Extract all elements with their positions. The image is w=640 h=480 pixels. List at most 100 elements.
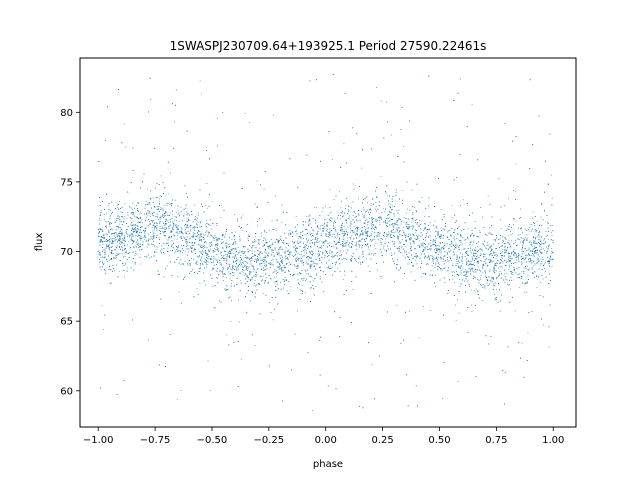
data-point — [449, 256, 451, 258]
data-point — [158, 200, 160, 202]
data-point — [188, 247, 190, 249]
data-point — [332, 224, 334, 226]
data-point — [242, 262, 244, 264]
data-point — [280, 260, 282, 262]
data-point — [482, 300, 484, 302]
data-point — [203, 244, 205, 246]
data-point — [530, 250, 532, 252]
data-point — [179, 214, 181, 216]
data-point — [496, 270, 497, 272]
data-point — [195, 218, 197, 220]
data-point — [321, 210, 323, 212]
data-point — [180, 206, 182, 208]
data-point — [371, 363, 373, 365]
data-point — [459, 286, 461, 287]
data-point — [271, 242, 273, 244]
data-point — [197, 214, 199, 216]
data-point — [153, 229, 155, 231]
data-point — [162, 227, 164, 229]
data-point — [182, 252, 183, 254]
data-point — [340, 207, 342, 209]
data-point — [258, 240, 260, 242]
data-point — [176, 247, 178, 249]
data-point — [216, 224, 217, 226]
data-point — [320, 225, 321, 227]
data-point — [518, 227, 519, 229]
data-point — [501, 241, 503, 243]
data-point — [199, 244, 201, 246]
data-point — [240, 265, 242, 267]
data-point — [162, 231, 164, 233]
data-point — [343, 250, 344, 252]
data-point — [280, 248, 282, 250]
data-point — [211, 255, 213, 257]
data-point — [384, 220, 386, 222]
data-point — [329, 242, 331, 244]
data-point — [358, 198, 360, 200]
data-point — [214, 248, 216, 249]
data-point — [100, 254, 101, 256]
data-point — [480, 278, 482, 280]
data-point — [519, 234, 521, 236]
data-point — [259, 254, 261, 256]
data-point — [362, 213, 364, 215]
data-point — [224, 250, 226, 252]
data-point — [99, 261, 101, 263]
data-point — [531, 224, 533, 226]
data-point — [112, 232, 114, 234]
data-point — [421, 260, 422, 262]
data-point — [359, 228, 361, 230]
data-point — [376, 269, 378, 271]
data-point — [527, 332, 529, 334]
data-point — [479, 230, 481, 232]
data-point — [251, 278, 253, 280]
data-point — [459, 78, 461, 80]
data-point — [121, 253, 123, 255]
data-point — [480, 274, 482, 276]
data-point — [375, 243, 377, 245]
data-point — [534, 225, 536, 226]
data-point — [199, 220, 201, 222]
data-point — [391, 252, 393, 254]
data-point — [174, 216, 176, 217]
data-point — [477, 255, 479, 257]
data-point — [134, 245, 136, 247]
data-point — [380, 100, 382, 102]
data-point — [128, 241, 130, 243]
data-point — [268, 229, 270, 231]
data-point — [343, 244, 344, 246]
data-point — [405, 234, 407, 236]
data-point — [500, 265, 502, 267]
data-point — [272, 255, 274, 257]
data-point — [173, 225, 175, 227]
data-point — [461, 263, 463, 265]
data-point — [99, 262, 101, 264]
data-point — [270, 244, 272, 246]
data-point — [355, 232, 357, 234]
data-point — [476, 268, 478, 270]
data-point — [278, 251, 280, 253]
data-point — [244, 265, 246, 267]
data-point — [132, 224, 133, 226]
data-point — [367, 243, 369, 245]
data-point — [212, 236, 214, 238]
data-point — [156, 217, 158, 219]
data-point — [456, 232, 458, 234]
data-point — [301, 284, 303, 286]
data-point — [549, 225, 551, 227]
data-point — [390, 134, 392, 136]
data-point — [168, 193, 170, 195]
data-point — [530, 243, 532, 245]
data-point — [439, 252, 441, 254]
data-point — [342, 236, 344, 238]
data-point — [536, 220, 538, 222]
data-point — [288, 250, 290, 252]
data-point — [199, 271, 201, 273]
data-point — [281, 204, 283, 206]
data-point — [245, 257, 247, 259]
data-point — [230, 248, 232, 250]
data-point — [388, 231, 389, 233]
data-point — [123, 123, 125, 125]
data-point — [395, 209, 397, 211]
data-point — [401, 199, 403, 201]
